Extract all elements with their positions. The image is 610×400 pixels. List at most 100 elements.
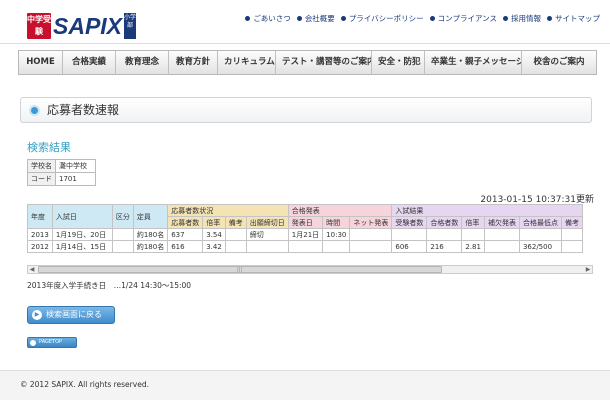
col-applicants: 応募者数 <box>167 216 204 229</box>
table-cell: 約180名 <box>132 228 169 241</box>
nav-home[interactable]: HOME <box>19 51 63 74</box>
table-cell: 2.81 <box>461 240 485 253</box>
table-cell <box>518 228 562 241</box>
arrow-up-icon <box>30 339 36 346</box>
table-cell: 3.54 <box>202 228 226 241</box>
circle-bullet-icon <box>29 105 40 116</box>
nav-schools[interactable]: 校舎のご案内 <box>533 57 585 67</box>
bullet-icon <box>429 16 435 21</box>
table-cell <box>224 228 247 241</box>
scroll-left-icon[interactable]: ◀ <box>29 266 35 273</box>
page-title: 応募者数速報 <box>47 103 120 117</box>
scrollbar-thumb[interactable]: ||| <box>38 266 442 273</box>
col-announce-time: 時間 <box>322 216 351 229</box>
link-company[interactable]: 会社概要 <box>296 13 335 24</box>
bullet-icon <box>547 16 552 21</box>
col-passers: 合格者数 <box>426 216 463 229</box>
table-cell <box>224 240 247 253</box>
school-info-table: 学校名 灘中学校 コード 1701 <box>27 159 96 186</box>
table-cell <box>560 240 583 253</box>
bullet-icon <box>340 16 346 21</box>
grip-icon: ||| <box>237 267 243 273</box>
col-remarks: 備考 <box>224 216 247 229</box>
col-net-announce: ネット発表 <box>349 216 393 229</box>
col-pass-ratio: 倍率 <box>461 216 485 229</box>
scroll-right-icon[interactable]: ▶ <box>585 266 591 273</box>
utility-links: ごあいさつ 会社概要 プライバシーポリシー コンプライアンス 採用情報 サイトマ… <box>245 13 600 24</box>
table-cell <box>426 228 463 241</box>
nav-curriculum[interactable]: カリキュラム <box>218 51 276 74</box>
logo-badge: 中学受験 <box>27 13 51 39</box>
pagetop-button[interactable]: PAGETOP <box>27 337 77 348</box>
back-button-label: 検索画面に戻る <box>46 310 102 319</box>
nav-results[interactable]: 合格実績 <box>63 51 116 74</box>
pagetop-label: PAGETOP <box>39 339 63 345</box>
table-cell: 1月21日 <box>287 228 324 241</box>
arrow-right-icon: ▶ <box>32 310 42 320</box>
table-cell: 216 <box>426 240 463 253</box>
info-label: コード <box>27 172 56 186</box>
table-cell: 締切 <box>245 228 289 241</box>
logo-text: SAPIX <box>53 13 123 39</box>
table-cell: 2013 <box>27 228 53 241</box>
back-to-search-button[interactable]: ▶ 検索画面に戻る <box>27 306 115 324</box>
table-cell: 1月14日、15日 <box>51 240 113 253</box>
horizontal-scrollbar[interactable]: ◀ ||| ▶ <box>27 265 593 274</box>
table-cell <box>349 240 393 253</box>
nav-messages[interactable]: 卒業生・親子メッセージ <box>425 51 522 74</box>
table-row: 2013 1月19日、20日 約180名 637 3.54 締切 1月21日 1… <box>27 228 583 241</box>
table-cell <box>111 240 134 253</box>
nav-safety[interactable]: 安全・防犯 <box>372 51 425 74</box>
table-cell: 3.42 <box>202 240 226 253</box>
group-applicant-status: 応募者数状況 <box>167 204 289 217</box>
col-min-score: 合格最低点 <box>518 216 562 229</box>
table-cell <box>111 228 134 241</box>
table-cell <box>287 240 324 253</box>
link-greeting[interactable]: ごあいさつ <box>245 13 291 24</box>
group-announcement: 合格発表 <box>287 204 393 217</box>
result-heading: 検索結果 <box>27 141 71 154</box>
table-cell: 616 <box>167 240 204 253</box>
sapix-logo[interactable]: 中学受験 SAPIX 小学部 <box>27 12 136 40</box>
main-nav: HOME 合格実績 教育理念 教育方針 カリキュラム テスト・講習等のご案内 安… <box>18 50 597 75</box>
table-cell: 362/500 <box>518 240 562 253</box>
col-waitlist: 補欠発表 <box>483 216 520 229</box>
table-cell <box>245 240 289 253</box>
table-cell <box>391 228 428 241</box>
enrollment-schedule: 2013年度入学手続き日 …1/24 14:30～15:00 <box>27 281 192 290</box>
bullet-icon <box>245 16 251 21</box>
col-year: 年度 <box>27 204 53 229</box>
col-deadline: 出願締切日 <box>245 216 289 229</box>
col-examinees: 受験者数 <box>391 216 428 229</box>
col-announce-date: 発表日 <box>287 216 324 229</box>
site-header: 中学受験 SAPIX 小学部 ごあいさつ 会社概要 プライバシーポリシー コンプ… <box>0 0 610 44</box>
link-sitemap[interactable]: サイトマップ <box>547 13 600 24</box>
link-privacy[interactable]: プライバシーポリシー <box>340 13 424 24</box>
table-cell: 1月19日、20日 <box>51 228 113 241</box>
bullet-icon <box>503 16 508 21</box>
info-value: 灘中学校 <box>55 159 96 173</box>
results-scroll-area[interactable]: 年度 入試日 区分 定員 応募者数状況 合格発表 入試結果 応募者数 倍率 備考… <box>27 204 593 266</box>
table-cell: 2012 <box>27 240 53 253</box>
col-category: 区分 <box>111 204 134 229</box>
col-ratio: 倍率 <box>202 216 226 229</box>
nav-policy[interactable]: 教育方針 <box>169 51 218 74</box>
table-cell <box>560 228 583 241</box>
results-table: 年度 入試日 区分 定員 応募者数状況 合格発表 入試結果 応募者数 倍率 備考… <box>27 204 583 253</box>
table-cell <box>322 240 351 253</box>
link-compliance[interactable]: コンプライアンス <box>429 13 497 24</box>
site-footer: © 2012 SAPIX. All rights reserved. <box>0 370 610 400</box>
table-cell <box>349 228 393 241</box>
table-cell: 約180名 <box>132 240 169 253</box>
col-capacity: 定員 <box>132 204 169 229</box>
nav-philosophy[interactable]: 教育理念 <box>116 51 169 74</box>
table-cell: 10:30 <box>322 228 351 241</box>
link-recruit[interactable]: 採用情報 <box>503 13 541 24</box>
col-result-remarks: 備考 <box>560 216 583 229</box>
info-value: 1701 <box>55 172 96 186</box>
info-label: 学校名 <box>27 159 56 173</box>
nav-tests[interactable]: テスト・講習等のご案内 <box>276 51 372 74</box>
bullet-icon <box>296 16 302 21</box>
info-row: 学校名 灘中学校 <box>27 159 96 173</box>
table-cell: 637 <box>167 228 204 241</box>
